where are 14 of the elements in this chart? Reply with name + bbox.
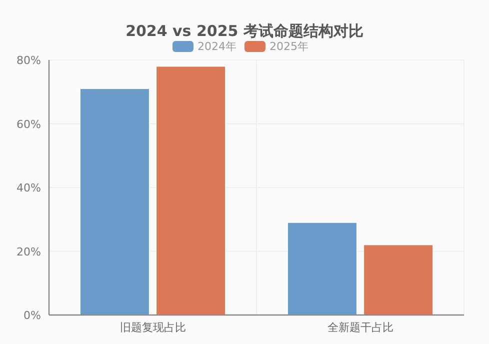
- y-tick-label: 20%: [16, 245, 41, 258]
- legend-label: 2025年: [270, 40, 308, 53]
- y-tick-label: 60%: [16, 118, 41, 131]
- chart-title: 2024 vs 2025 考试命题结构对比: [126, 22, 364, 40]
- bar: [287, 222, 358, 316]
- y-tick-label: 80%: [16, 54, 41, 67]
- x-tick-label: 全新题干占比: [327, 321, 394, 334]
- y-tick-label: 0%: [24, 309, 41, 322]
- legend-label: 2024年: [198, 40, 236, 53]
- bar: [80, 88, 150, 316]
- bar: [363, 244, 434, 316]
- y-tick-label: 40%: [16, 182, 41, 194]
- x-tick-label: 旧题复现占比: [120, 321, 186, 334]
- bar: [156, 66, 226, 316]
